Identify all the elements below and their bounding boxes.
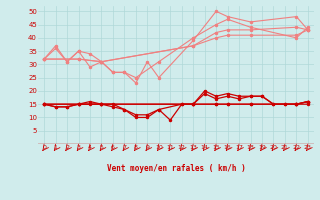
X-axis label: Vent moyen/en rafales ( km/h ): Vent moyen/en rafales ( km/h ) (107, 164, 245, 173)
